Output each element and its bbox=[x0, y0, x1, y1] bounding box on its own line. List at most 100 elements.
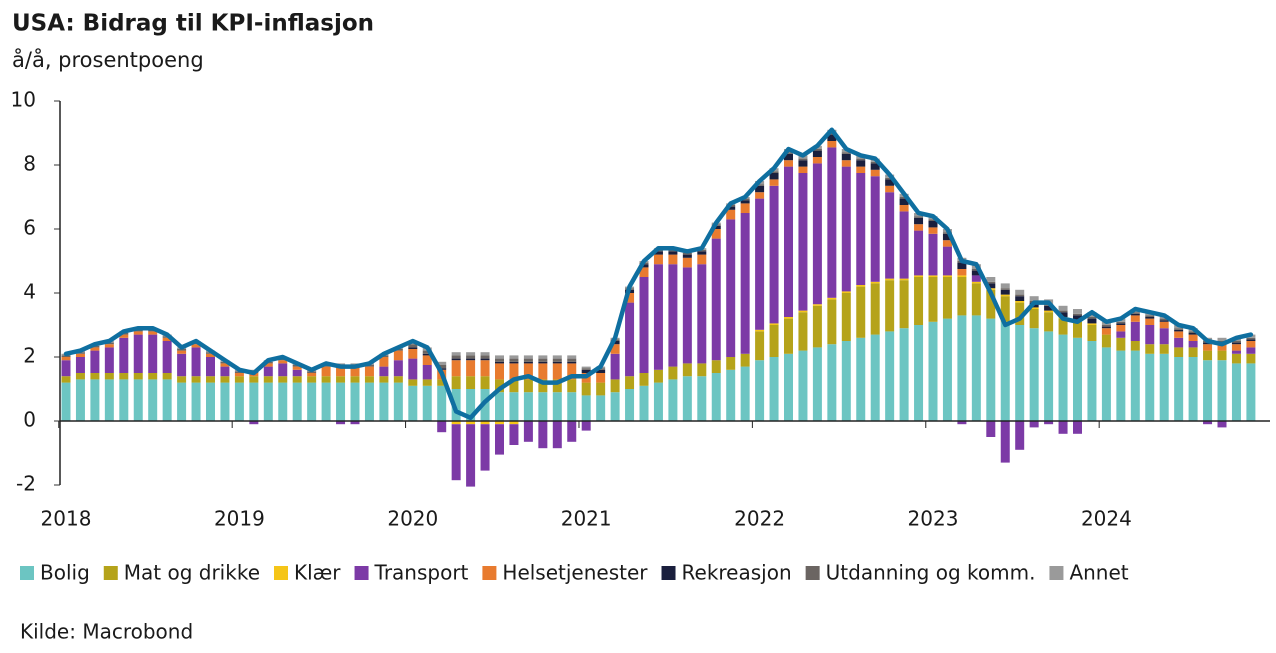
bar-segment bbox=[119, 334, 129, 338]
bar-segment bbox=[133, 373, 143, 380]
bar-segment bbox=[1203, 421, 1213, 425]
bar-segment bbox=[986, 289, 996, 319]
bar-segment bbox=[234, 376, 244, 383]
bar-segment bbox=[755, 184, 765, 186]
bar-segment bbox=[1231, 353, 1241, 364]
bar-segment bbox=[928, 275, 938, 277]
bar-segment bbox=[234, 373, 244, 377]
bar-segment bbox=[596, 373, 606, 383]
bar-segment bbox=[307, 373, 317, 377]
bar-segment bbox=[928, 221, 938, 228]
bar-segment bbox=[755, 331, 765, 361]
bar-segment bbox=[581, 369, 591, 373]
bar-segment bbox=[75, 353, 85, 357]
bar-segment bbox=[697, 249, 707, 252]
bar-segment bbox=[220, 363, 230, 367]
y-tick-label: 8 bbox=[23, 152, 36, 176]
bar-segment bbox=[899, 278, 909, 281]
bar-segment bbox=[364, 382, 374, 421]
bar-segment bbox=[1203, 344, 1213, 351]
bar-segment bbox=[538, 361, 548, 364]
bar-segment bbox=[119, 379, 129, 421]
x-tick-label: 2023 bbox=[908, 507, 959, 531]
bar-segment bbox=[509, 358, 519, 362]
bar-segment bbox=[1231, 344, 1241, 351]
bar-segment bbox=[1217, 421, 1227, 428]
bar-segment bbox=[971, 281, 981, 284]
bar-segment bbox=[133, 329, 143, 332]
bar-segment bbox=[740, 353, 750, 367]
bar-segment bbox=[422, 350, 432, 354]
bar-segment bbox=[263, 376, 273, 383]
bar-segment bbox=[162, 379, 172, 421]
bar-segment bbox=[133, 379, 143, 421]
bar-segment bbox=[784, 160, 793, 167]
bar-segment bbox=[928, 219, 938, 221]
bar-segment bbox=[653, 382, 663, 421]
legend-swatch bbox=[354, 566, 369, 580]
legend-label: Klær bbox=[294, 561, 341, 585]
bar-segment bbox=[1174, 328, 1184, 330]
bar-segment bbox=[364, 376, 374, 383]
bar-segment bbox=[523, 363, 533, 380]
bar-segment bbox=[206, 382, 215, 421]
bar-segment bbox=[812, 149, 822, 151]
bar-segment bbox=[798, 350, 808, 421]
bar-segment bbox=[1203, 360, 1213, 421]
bar-segment bbox=[625, 376, 635, 389]
bar-segment bbox=[1087, 323, 1097, 325]
bar-segment bbox=[914, 216, 924, 218]
bar-segment bbox=[408, 344, 418, 348]
bar-segment bbox=[697, 363, 707, 377]
bar-segment bbox=[1015, 301, 1025, 303]
bar-segment bbox=[1044, 312, 1054, 332]
bar-segment bbox=[841, 166, 851, 292]
bar-segment bbox=[856, 166, 866, 173]
bar-segment bbox=[769, 357, 779, 421]
bar-segment bbox=[682, 363, 692, 377]
bar-segment bbox=[1246, 337, 1256, 340]
legend-label: Annet bbox=[1069, 561, 1128, 585]
bar-segment bbox=[870, 281, 880, 284]
bar-segment bbox=[451, 358, 461, 361]
bar-segment bbox=[509, 392, 519, 421]
bar-segment bbox=[451, 389, 461, 421]
bar-segment bbox=[711, 225, 721, 229]
bar-segment bbox=[523, 361, 533, 364]
bar-segment bbox=[1000, 296, 1010, 322]
bar-segment bbox=[148, 379, 158, 421]
bar-segment bbox=[206, 376, 215, 383]
bar-segment bbox=[177, 350, 187, 354]
bar-segment bbox=[1174, 337, 1184, 348]
bar-segment bbox=[1073, 337, 1082, 421]
bar-segment bbox=[1217, 344, 1227, 351]
bar-segment bbox=[206, 357, 215, 377]
bar-segment bbox=[928, 321, 938, 421]
bar-segment bbox=[437, 361, 447, 365]
bar-segment bbox=[495, 421, 504, 425]
bar-segment bbox=[668, 379, 678, 421]
bar-segment bbox=[480, 355, 490, 359]
bar-segment bbox=[552, 421, 562, 449]
bar-segment bbox=[466, 424, 476, 487]
legend-label: Rekreasjon bbox=[682, 561, 792, 585]
bar-segment bbox=[870, 334, 880, 421]
bar-segment bbox=[177, 349, 187, 351]
bar-segment bbox=[653, 264, 663, 370]
bar-segment bbox=[451, 424, 461, 481]
bar-segment bbox=[726, 209, 736, 220]
bar-segment bbox=[682, 253, 692, 255]
bar-segment bbox=[509, 379, 519, 393]
bar-segment bbox=[408, 358, 418, 380]
bar-segment bbox=[538, 355, 548, 359]
bar-segment bbox=[336, 366, 346, 377]
bar-segment bbox=[567, 421, 577, 442]
bar-segment bbox=[567, 361, 577, 364]
bar-segment bbox=[263, 363, 273, 367]
bar-segment bbox=[567, 379, 577, 393]
bar-segment bbox=[1000, 283, 1010, 289]
bar-segment bbox=[971, 283, 981, 316]
bar-segment bbox=[581, 368, 591, 370]
bar-segment bbox=[610, 353, 620, 380]
bar-segment bbox=[769, 179, 779, 186]
